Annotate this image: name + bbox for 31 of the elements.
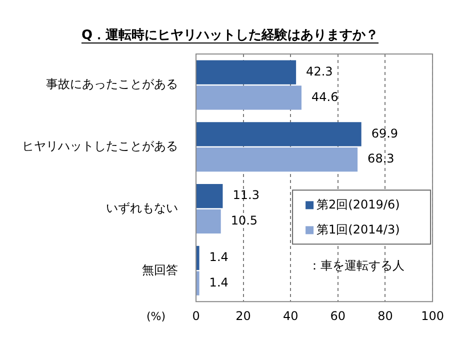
data-label: 1.4 — [209, 275, 228, 290]
y-tick-label: ヒヤリハットしたことがある — [22, 138, 178, 153]
x-tick-label: 40 — [282, 308, 298, 323]
bar — [196, 86, 302, 110]
data-label: 42.3 — [306, 64, 333, 78]
data-label: 69.9 — [371, 126, 398, 140]
data-label: 44.6 — [312, 90, 338, 104]
x-tick-label: 0 — [192, 308, 200, 323]
data-label: 10.5 — [230, 214, 258, 228]
data-label: 11.3 — [232, 188, 260, 202]
data-label: 68.3 — [368, 152, 394, 166]
x-axis-title: (%) — [146, 310, 166, 323]
legend-label: 第1回(2014/3) — [316, 222, 400, 236]
y-tick-label: 無回答 — [142, 262, 178, 277]
legend-label: 第2回(2019/6) — [316, 197, 400, 212]
x-tick-label: 80 — [378, 308, 393, 323]
y-tick-label: 事故にあったことがある — [46, 77, 178, 92]
bar — [196, 184, 223, 208]
bar — [196, 60, 296, 84]
annotation: ：車を運転する人 — [308, 258, 405, 272]
bar — [196, 271, 200, 296]
bar — [196, 209, 221, 234]
x-tick-label: 20 — [236, 308, 251, 323]
chart-title: Q．運転時にヒヤリハットした経験はありますか？ — [81, 28, 379, 43]
y-tick-label: いずれもない — [106, 200, 178, 215]
data-label: 1.4 — [209, 250, 228, 264]
x-tick-label: 100 — [421, 308, 444, 323]
x-tick-label: 60 — [330, 308, 346, 323]
bar — [196, 246, 200, 270]
bar — [196, 147, 358, 172]
bar — [196, 122, 362, 146]
